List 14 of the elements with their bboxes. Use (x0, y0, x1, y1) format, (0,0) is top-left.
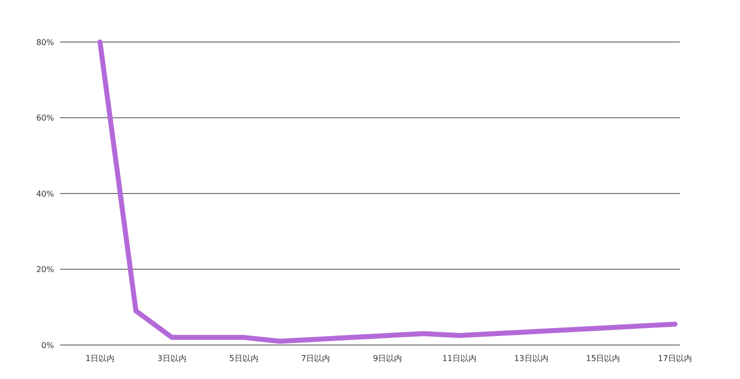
x-tick-label: 5日以内 (229, 354, 258, 363)
x-tick-label: 9日以内 (372, 354, 402, 363)
x-tick-label: 3日以内 (157, 354, 186, 363)
x-tick-label: 15日以内 (586, 354, 620, 363)
x-tick-label: 11日以内 (442, 354, 476, 363)
y-tick-label: 80% (36, 38, 54, 47)
y-tick-label: 20% (36, 265, 54, 274)
x-tick-label: 17日以内 (658, 354, 692, 363)
x-tick-label: 1日以内 (85, 354, 115, 363)
x-tick-label: 7日以内 (301, 354, 330, 363)
x-tick-label: 13日以内 (514, 354, 548, 363)
y-tick-label: 0% (41, 340, 54, 350)
y-tick-label: 60% (36, 114, 54, 123)
y-tick-label: 40% (36, 189, 54, 198)
